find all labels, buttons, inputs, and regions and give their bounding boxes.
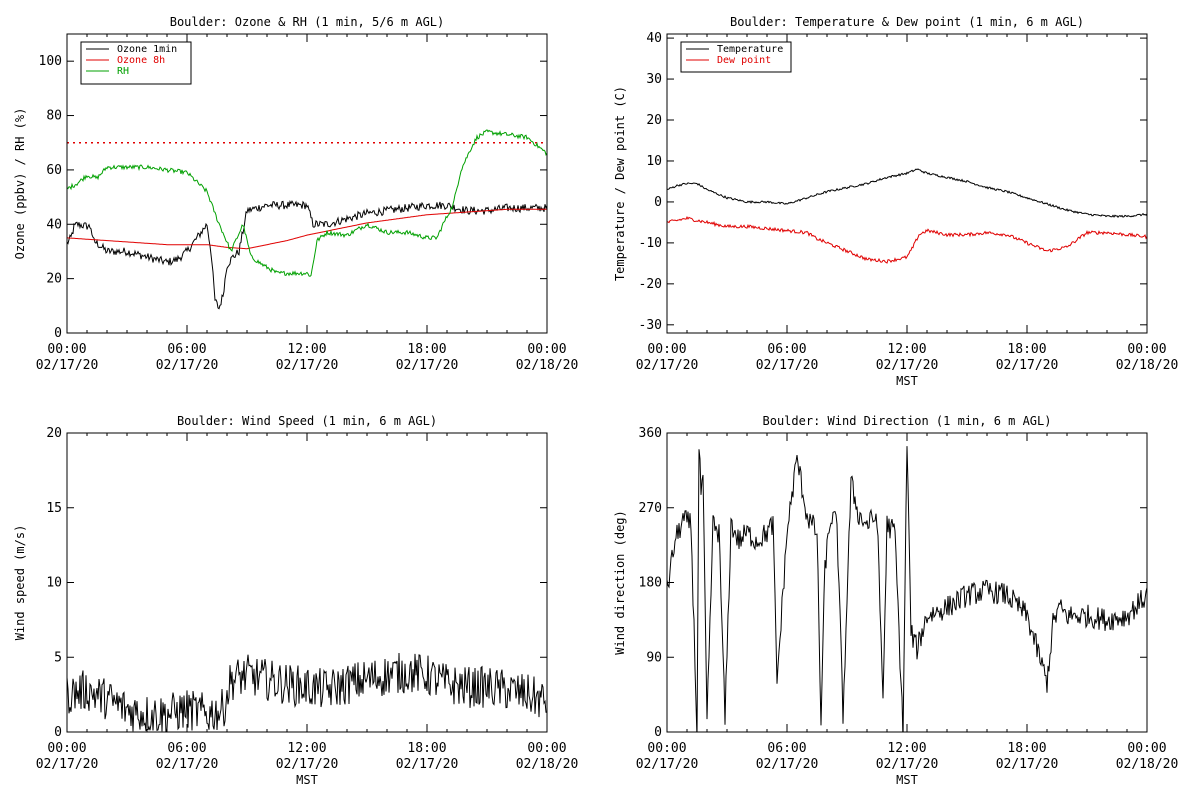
series-line-rh bbox=[67, 129, 547, 277]
plot-frame bbox=[666, 33, 1148, 334]
x-tick-date: 02/18/20 bbox=[516, 358, 579, 373]
legend-label: Temperature bbox=[717, 44, 783, 55]
x-tick-time: 18:00 bbox=[1007, 342, 1046, 357]
chart-title: Boulder: Ozone & RH (1 min, 5/6 m AGL) bbox=[170, 15, 445, 29]
y-tick-label: 90 bbox=[646, 650, 662, 665]
y-axis-label: Wind speed (m/s) bbox=[13, 525, 27, 641]
series-line-ozone-1min bbox=[67, 199, 547, 310]
legend-box bbox=[680, 41, 792, 73]
chart-panel-2: Boulder: Temperature & Dew point (1 min,… bbox=[613, 15, 1178, 388]
x-tick-date: 02/17/20 bbox=[396, 757, 459, 772]
y-tick-label: 80 bbox=[46, 109, 62, 124]
x-tick-date: 02/17/20 bbox=[396, 358, 459, 373]
x-tick-time: 12:00 bbox=[287, 342, 326, 357]
y-tick-label: 10 bbox=[646, 154, 662, 169]
legend-label: Ozone 1min bbox=[117, 44, 177, 55]
y-tick-label: 40 bbox=[646, 31, 662, 46]
x-tick-time: 18:00 bbox=[407, 741, 446, 756]
y-tick-label: 5 bbox=[54, 650, 62, 665]
y-tick-label: 0 bbox=[654, 725, 662, 740]
chart-panel-3: Boulder: Wind Speed (1 min, 6 m AGL) Wind… bbox=[13, 414, 578, 787]
x-tick-date: 02/17/20 bbox=[276, 757, 339, 772]
legend-label: Ozone 8h bbox=[117, 55, 165, 66]
x-axis-label: MST bbox=[896, 374, 918, 388]
x-tick-date: 02/18/20 bbox=[1116, 358, 1179, 373]
y-tick-label: 10 bbox=[46, 576, 62, 591]
series-line-ozone-8h bbox=[67, 208, 547, 250]
x-tick-date: 02/18/20 bbox=[1116, 757, 1179, 772]
y-tick-label: 0 bbox=[654, 195, 662, 210]
series-line-temperature bbox=[667, 168, 1147, 219]
x-tick-time: 18:00 bbox=[1007, 741, 1046, 756]
chart-panel-1: Boulder: Ozone & RH (1 min, 5/6 m AGL) Oz… bbox=[13, 15, 578, 373]
x-tick-date: 02/17/20 bbox=[756, 358, 819, 373]
y-tick-label: 40 bbox=[46, 217, 62, 232]
y-tick-label: -10 bbox=[639, 236, 662, 251]
y-tick-label: 60 bbox=[46, 163, 62, 178]
x-axis-label: MST bbox=[896, 773, 918, 787]
chart-title: Boulder: Temperature & Dew point (1 min,… bbox=[730, 15, 1084, 29]
x-tick-date: 02/17/20 bbox=[876, 757, 939, 772]
y-tick-label: 360 bbox=[639, 426, 662, 441]
x-tick-time: 00:00 bbox=[47, 741, 86, 756]
y-tick-label: -20 bbox=[639, 277, 662, 292]
series-line-main bbox=[67, 652, 547, 732]
x-tick-date: 02/17/20 bbox=[156, 757, 219, 772]
x-tick-time: 00:00 bbox=[647, 741, 686, 756]
y-tick-label: 15 bbox=[46, 501, 62, 516]
x-tick-time: 18:00 bbox=[407, 342, 446, 357]
y-axis-label: Wind direction (deg) bbox=[613, 510, 627, 655]
x-tick-date: 02/17/20 bbox=[36, 757, 99, 772]
x-tick-date: 02/17/20 bbox=[876, 358, 939, 373]
x-tick-date: 02/17/20 bbox=[156, 358, 219, 373]
y-tick-label: 20 bbox=[46, 426, 62, 441]
series-line-main bbox=[667, 446, 1147, 732]
y-tick-label: 270 bbox=[639, 501, 662, 516]
x-tick-time: 12:00 bbox=[287, 741, 326, 756]
chart-panel-4: Boulder: Wind Direction (1 min, 6 m AGL)… bbox=[613, 414, 1178, 787]
x-tick-date: 02/18/20 bbox=[516, 757, 579, 772]
x-tick-date: 02/17/20 bbox=[636, 757, 699, 772]
y-tick-label: 30 bbox=[646, 72, 662, 87]
plot-frame bbox=[66, 33, 548, 334]
x-tick-date: 02/17/20 bbox=[996, 358, 1059, 373]
x-tick-time: 06:00 bbox=[767, 741, 806, 756]
y-tick-label: 0 bbox=[54, 725, 62, 740]
series-line-dew-point bbox=[667, 216, 1147, 264]
x-tick-time: 00:00 bbox=[527, 741, 566, 756]
x-tick-time: 12:00 bbox=[887, 741, 926, 756]
x-tick-time: 06:00 bbox=[167, 342, 206, 357]
x-tick-date: 02/17/20 bbox=[756, 757, 819, 772]
plot-frame bbox=[666, 432, 1148, 733]
x-tick-time: 06:00 bbox=[167, 741, 206, 756]
x-tick-time: 00:00 bbox=[47, 342, 86, 357]
y-axis-label: Ozone (ppbv) / RH (%) bbox=[13, 108, 27, 260]
y-tick-label: 20 bbox=[646, 113, 662, 128]
plot-frame bbox=[66, 432, 548, 733]
x-tick-time: 12:00 bbox=[887, 342, 926, 357]
y-axis-label: Temperature / Dew point (C) bbox=[613, 86, 627, 281]
x-tick-date: 02/17/20 bbox=[36, 358, 99, 373]
x-tick-date: 02/17/20 bbox=[636, 358, 699, 373]
x-tick-time: 06:00 bbox=[767, 342, 806, 357]
legend-label: Dew point bbox=[717, 55, 771, 66]
x-tick-time: 00:00 bbox=[1127, 741, 1166, 756]
y-tick-label: 0 bbox=[54, 326, 62, 341]
legend-label: RH bbox=[117, 66, 129, 77]
y-tick-label: -30 bbox=[639, 318, 662, 333]
x-tick-date: 02/17/20 bbox=[276, 358, 339, 373]
x-tick-date: 02/17/20 bbox=[996, 757, 1059, 772]
chart-title: Boulder: Wind Direction (1 min, 6 m AGL) bbox=[763, 414, 1052, 428]
x-tick-time: 00:00 bbox=[647, 342, 686, 357]
y-tick-label: 100 bbox=[39, 54, 62, 69]
y-tick-label: 180 bbox=[639, 576, 662, 591]
x-tick-time: 00:00 bbox=[1127, 342, 1166, 357]
y-tick-label: 20 bbox=[46, 272, 62, 287]
chart-title: Boulder: Wind Speed (1 min, 6 m AGL) bbox=[177, 414, 437, 428]
x-tick-time: 00:00 bbox=[527, 342, 566, 357]
x-axis-label: MST bbox=[296, 773, 318, 787]
